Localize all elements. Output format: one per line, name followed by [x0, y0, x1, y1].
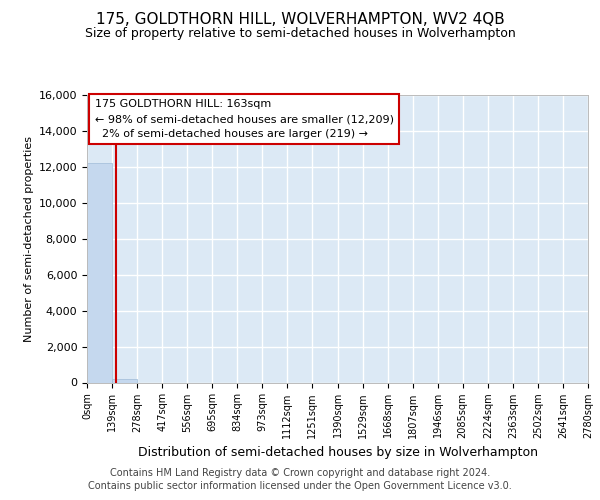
Text: Contains HM Land Registry data © Crown copyright and database right 2024.: Contains HM Land Registry data © Crown c… — [110, 468, 490, 477]
Y-axis label: Number of semi-detached properties: Number of semi-detached properties — [25, 136, 34, 342]
Text: Size of property relative to semi-detached houses in Wolverhampton: Size of property relative to semi-detach… — [85, 28, 515, 40]
X-axis label: Distribution of semi-detached houses by size in Wolverhampton: Distribution of semi-detached houses by … — [137, 446, 538, 459]
Text: 175, GOLDTHORN HILL, WOLVERHAMPTON, WV2 4QB: 175, GOLDTHORN HILL, WOLVERHAMPTON, WV2 … — [95, 12, 505, 28]
Bar — [112, 378, 137, 382]
Bar — [87, 163, 112, 382]
Text: Contains public sector information licensed under the Open Government Licence v3: Contains public sector information licen… — [88, 481, 512, 491]
Text: 175 GOLDTHORN HILL: 163sqm
← 98% of semi-detached houses are smaller (12,209)
  : 175 GOLDTHORN HILL: 163sqm ← 98% of semi… — [95, 100, 394, 139]
